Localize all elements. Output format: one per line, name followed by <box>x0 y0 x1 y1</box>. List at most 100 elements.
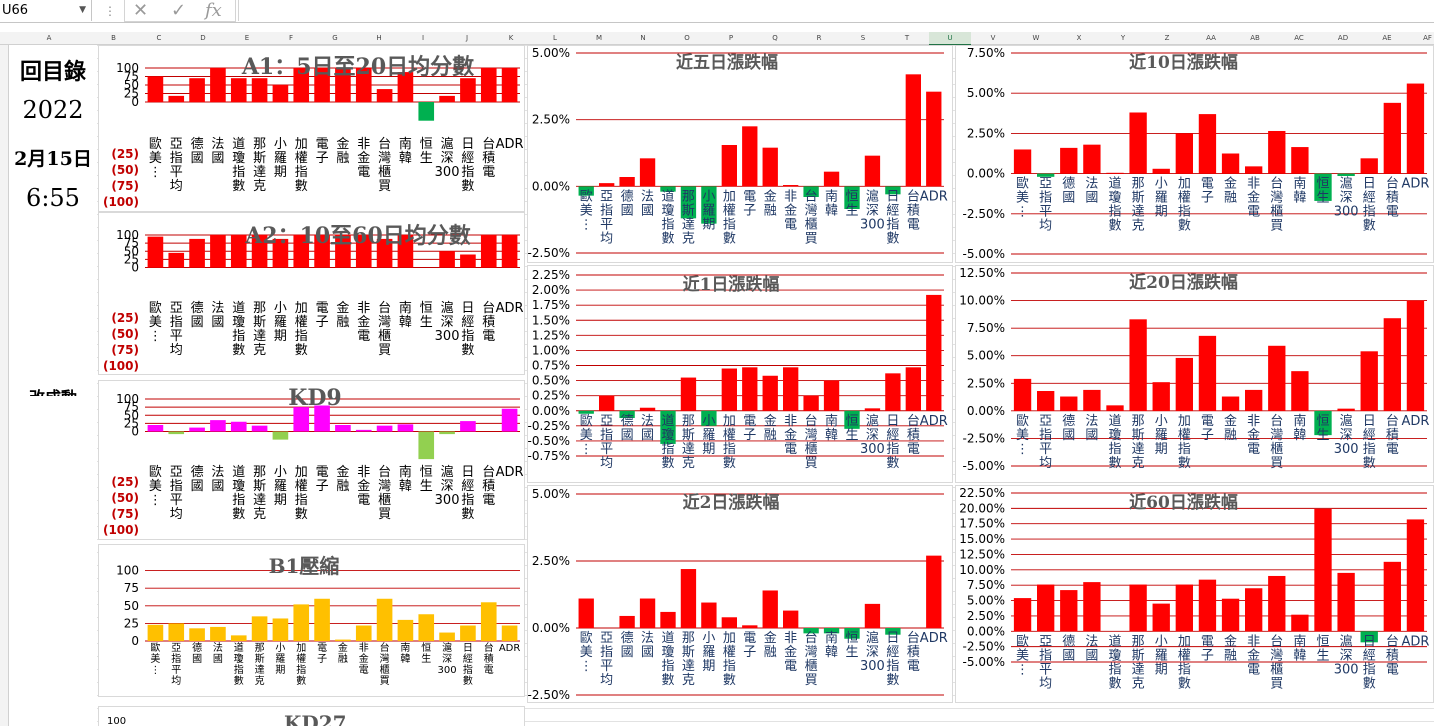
bar-滬深300[interactable] <box>439 251 455 268</box>
column-header-AF[interactable]: AF <box>1423 34 1432 42</box>
bar-電子[interactable] <box>314 235 330 268</box>
bar-恒生[interactable] <box>1314 410 1332 436</box>
formula-input[interactable] <box>238 0 1434 21</box>
column-header-AD[interactable]: AD <box>1337 34 1349 42</box>
chart-kd27-panel[interactable]: 100 KD27 <box>98 706 525 726</box>
bar-道瓊指數[interactable] <box>1106 172 1124 174</box>
bar-金融[interactable] <box>762 147 778 187</box>
bar-亞指平均[interactable] <box>168 252 185 268</box>
bar-法國[interactable] <box>210 235 226 268</box>
bar-ADR[interactable] <box>1406 519 1425 632</box>
bar-台灣櫃買[interactable] <box>376 238 393 268</box>
bar-小羅期[interactable] <box>272 431 289 440</box>
bar-日經指數[interactable] <box>885 186 901 195</box>
column-header-I[interactable]: I <box>421 34 425 42</box>
bar-小羅期[interactable] <box>272 85 289 102</box>
bar-歐美⋮[interactable] <box>578 410 594 414</box>
chevron-down-icon[interactable]: ▼ <box>79 5 86 15</box>
bar-德國[interactable] <box>619 615 635 628</box>
chart-d20-panel[interactable]: 12.50% 10.00% 7.50% 5.00% 2.50% 0.00% -2.50% -5… <box>955 265 1434 483</box>
bar-那斯達克[interactable] <box>680 186 697 219</box>
bar-法國[interactable] <box>210 626 226 641</box>
column-header-Z[interactable]: Z <box>1164 34 1170 42</box>
column-header-AE[interactable]: AE <box>1382 34 1392 42</box>
bar-台積電[interactable] <box>905 74 921 187</box>
bar-非金電[interactable] <box>783 367 799 411</box>
bar-台積電[interactable] <box>480 235 497 268</box>
column-header-C[interactable]: C <box>156 34 162 42</box>
chart-kd9-panel[interactable]: 100 75 50 25 0 (25) (50) (75) (100) 歐美⋮ 亞指平均 德國 法國 道瓊… <box>98 380 525 540</box>
bar-南韓[interactable] <box>823 628 840 634</box>
bar-台灣櫃買[interactable] <box>376 89 393 102</box>
bar-ADR[interactable] <box>926 555 942 628</box>
bar-德國[interactable] <box>1060 590 1078 632</box>
chart-d2-panel[interactable]: 5.00% 2.50% 0.00% -2.50% 歐美⋮ 亞指平均 德國 法國 道瓊指數 那斯達克… <box>527 485 953 703</box>
bar-南韓[interactable] <box>823 171 840 187</box>
bar-台積電[interactable] <box>905 367 921 411</box>
bar-加權指數[interactable] <box>1175 584 1193 632</box>
bar-滬深300[interactable] <box>439 95 455 102</box>
bar-歐美⋮[interactable] <box>147 76 164 103</box>
bar-德國[interactable] <box>619 177 635 187</box>
bar-那斯達克[interactable] <box>1129 112 1147 174</box>
bar-金融[interactable] <box>762 375 778 411</box>
bar-加權指數[interactable] <box>1175 133 1193 174</box>
bar-台灣櫃買[interactable] <box>1268 575 1286 632</box>
column-header-A[interactable]: A <box>46 34 52 42</box>
bar-電子[interactable] <box>314 405 330 432</box>
bar-南韓[interactable] <box>397 619 414 641</box>
bar-台灣櫃買[interactable] <box>803 186 819 197</box>
bar-日經指數[interactable] <box>885 628 901 635</box>
enter-icon[interactable]: ✓ <box>171 0 187 21</box>
bar-非金電[interactable] <box>783 185 799 187</box>
bar-南韓[interactable] <box>397 235 414 268</box>
bar-ADR[interactable] <box>1406 300 1425 411</box>
bar-金融[interactable] <box>335 639 351 641</box>
chart-a1-panel[interactable]: 100 75 50 25 0 (25) (50) (75) (100) 歐美⋮ 亞指平均 德國 法國 道瓊… <box>98 45 525 212</box>
bar-非金電[interactable] <box>1245 166 1263 174</box>
chart-d10-panel[interactable]: 7.50% 5.00% 2.50% 0.00% -2.50% -5.00% 歐美⋮ 亞指平均德… <box>955 45 1434 263</box>
bar-歐美⋮[interactable] <box>1013 378 1032 411</box>
column-header-H[interactable]: H <box>376 34 382 42</box>
bar-南韓[interactable] <box>397 424 414 432</box>
bar-歐美⋮[interactable] <box>147 236 164 268</box>
bar-法國[interactable] <box>210 68 226 102</box>
bar-加權指數[interactable] <box>293 235 310 268</box>
bar-加權指數[interactable] <box>721 145 737 187</box>
bar-日經指數[interactable] <box>460 78 476 102</box>
bar-道瓊指數[interactable] <box>230 635 247 641</box>
bar-日經指數[interactable] <box>1360 351 1378 411</box>
bar-滬深300[interactable] <box>439 632 455 641</box>
bar-ADR[interactable] <box>1406 83 1425 174</box>
bar-ADR[interactable] <box>926 294 942 411</box>
bar-台積電[interactable] <box>480 602 497 641</box>
bar-恒生[interactable] <box>418 102 435 121</box>
bar-日經指數[interactable] <box>460 625 476 641</box>
bar-台灣櫃買[interactable] <box>376 425 393 432</box>
bar-法國[interactable] <box>1083 389 1101 411</box>
bar-道瓊指數[interactable] <box>660 186 676 192</box>
bar-道瓊指數[interactable] <box>660 410 676 444</box>
bar-電子[interactable] <box>742 367 758 411</box>
bar-那斯達克[interactable] <box>251 78 268 102</box>
column-header-K[interactable]: K <box>508 34 514 42</box>
bar-滬深300[interactable] <box>1337 572 1355 632</box>
bar-那斯達克[interactable] <box>1129 584 1147 632</box>
bar-恒生[interactable] <box>418 431 435 460</box>
bar-金融[interactable] <box>762 590 778 628</box>
cancel-icon[interactable]: ✕ <box>133 0 149 21</box>
bar-德國[interactable] <box>1060 396 1078 411</box>
bar-滬深300[interactable] <box>864 155 881 187</box>
bar-台積電[interactable] <box>1383 561 1401 632</box>
bar-道瓊指數[interactable] <box>230 235 247 268</box>
column-header-Y[interactable]: Y <box>1120 34 1126 42</box>
bar-那斯達克[interactable] <box>680 569 697 628</box>
bar-滬深300[interactable] <box>1337 408 1355 411</box>
bar-滬深300[interactable] <box>439 431 455 435</box>
bar-電子[interactable] <box>1198 579 1217 632</box>
chart-d60-panel[interactable]: 22.50% 20.00% 17.50% 15.00% 12.50% 10.00% 7.50… <box>955 485 1434 703</box>
insert-function-icon[interactable]: fx <box>205 0 222 21</box>
bar-恒生[interactable] <box>1314 173 1332 201</box>
column-header-R[interactable]: R <box>816 34 822 42</box>
bar-日經指數[interactable] <box>460 254 476 268</box>
